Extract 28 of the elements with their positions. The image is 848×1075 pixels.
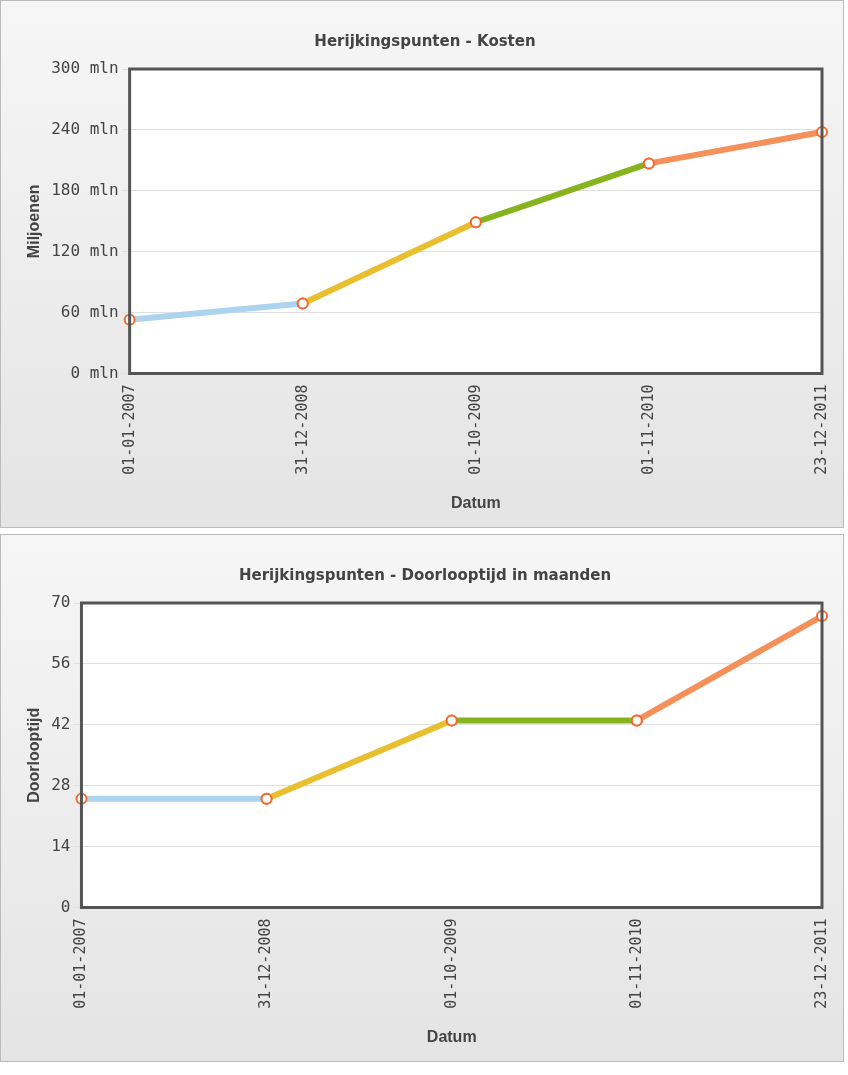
x-tick-label: 01-01-2007 [71, 918, 90, 1009]
y-tick-label: 14 [51, 835, 71, 855]
x-tick-label: 01-10-2009 [441, 918, 460, 1009]
x-tick-label: 01-11-2010 [626, 918, 645, 1009]
y-tick-label: 180 mln [51, 179, 119, 199]
y-tick-label: 0 [60, 896, 71, 916]
y-axis-title: Miljoenen [25, 184, 43, 259]
y-tick-label: 120 mln [51, 240, 119, 260]
x-tick-label: 23-12-2011 [811, 918, 830, 1009]
y-axis-title: Doorlooptijd [25, 707, 43, 803]
y-tick-label: 56 [51, 653, 71, 673]
x-tick-label: 01-10-2009 [465, 384, 484, 475]
x-tick-label: 01-11-2010 [638, 384, 657, 475]
y-tick-label: 28 [51, 774, 71, 794]
y-tick-label: 70 [51, 592, 71, 612]
y-tick-label: 240 mln [51, 119, 119, 139]
y-tick-label: 42 [51, 713, 71, 733]
x-tick-label: 31-12-2008 [256, 918, 275, 1009]
y-tick-label: 0 mln [70, 362, 119, 382]
y-tick-label: 300 mln [51, 58, 119, 78]
x-axis-title: Datum [450, 493, 501, 511]
x-axis-title: Datum [426, 1027, 477, 1045]
chart-title: Herijkingspunten - Doorlooptijd in maanden [238, 565, 612, 584]
chart-title: Herijkingspunten - Kosten [314, 31, 536, 50]
x-tick-label: 31-12-2008 [292, 384, 311, 475]
x-tick-label: 01-01-2007 [119, 384, 138, 475]
x-tick-label: 23-12-2011 [811, 384, 830, 475]
y-tick-label: 60 mln [60, 301, 119, 321]
